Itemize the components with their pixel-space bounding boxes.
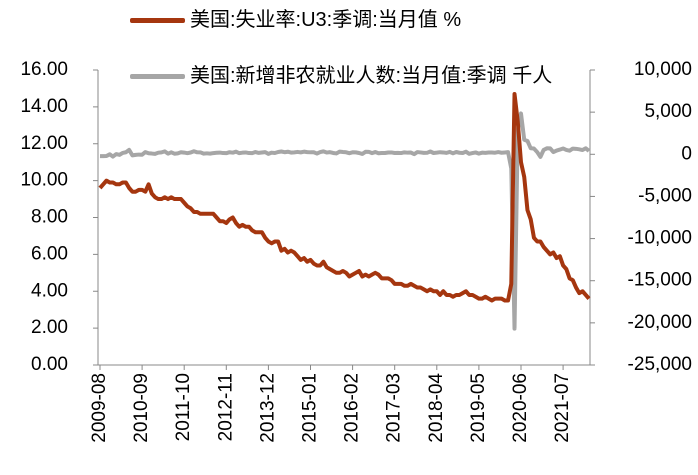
x-tick-label: 2010-09 — [131, 373, 152, 443]
x-tick-label: 2012-11 — [215, 373, 236, 441]
y2-tick-label: 10,000 — [634, 59, 692, 80]
y-tick-label: 2.00 — [31, 317, 68, 338]
y-tick-label: 4.00 — [31, 280, 68, 301]
y-tick-label: 8.00 — [31, 207, 68, 228]
y-tick-label: 0.00 — [31, 354, 68, 375]
y2-tick-label: -15,000 — [628, 270, 692, 291]
y-tick-label: 16.00 — [20, 59, 68, 80]
legend-swatch — [130, 18, 185, 23]
y2-tick-label: -5,000 — [638, 185, 692, 206]
y2-tick-label: -25,000 — [628, 354, 692, 375]
x-tick-label: 2020-06 — [510, 373, 531, 443]
series-line — [98, 91, 591, 303]
y-tick-label: 10.00 — [20, 170, 68, 191]
x-tick-label: 2018-04 — [426, 373, 447, 443]
legend-label: 美国:新增非农就业人数:当月值:季调 千人 — [190, 65, 553, 87]
y-tick-label: 6.00 — [31, 243, 68, 264]
y2-tick-label: 5,000 — [644, 101, 692, 122]
x-tick-label: 2021-07 — [552, 373, 573, 443]
x-tick-label: 2015-01 — [300, 373, 321, 443]
x-tick-label: 2013-12 — [257, 373, 278, 443]
y2-tick-label: 0 — [681, 143, 692, 164]
y-tick-label: 12.00 — [20, 133, 68, 154]
x-tick-label: 2011-10 — [173, 373, 194, 441]
x-tick-label: 2017-03 — [384, 373, 405, 443]
legend-swatch — [130, 74, 185, 79]
series-line — [99, 111, 591, 331]
y2-tick-label: -10,000 — [628, 228, 692, 249]
legend-label: 美国:失业率:U3:季调:当月值 % — [190, 9, 462, 31]
x-tick-label: 2009-08 — [89, 373, 110, 443]
y-tick-label: 14.00 — [20, 96, 68, 117]
x-tick-label: 2019-05 — [468, 373, 489, 443]
y2-tick-label: -20,000 — [628, 312, 692, 333]
x-tick-label: 2016-02 — [342, 373, 363, 443]
